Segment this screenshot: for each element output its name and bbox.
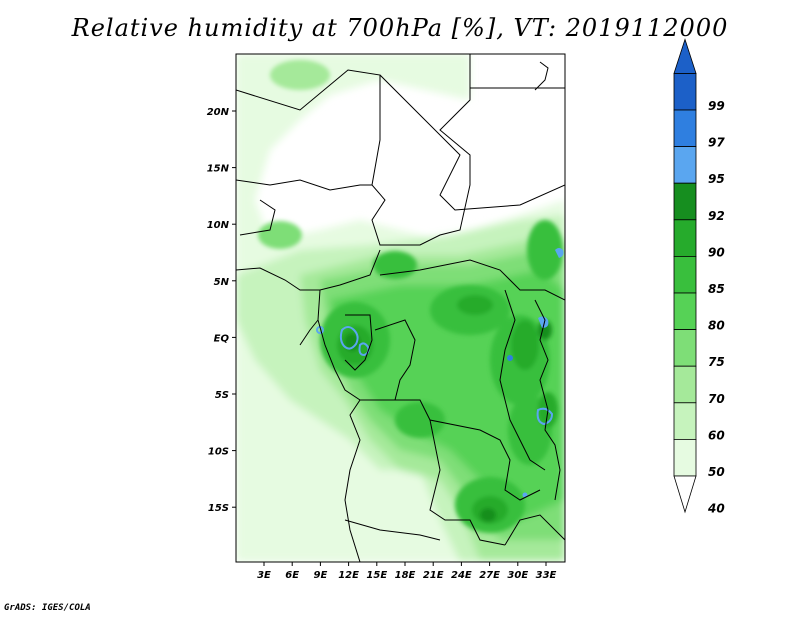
colorbar-min-arrow xyxy=(673,475,697,514)
colorbar-swatch xyxy=(673,365,697,404)
lon-label: 3E xyxy=(257,570,271,581)
lat-label: 10S xyxy=(208,447,229,458)
colorbar-label: 92 xyxy=(708,209,725,223)
lon-label: 6E xyxy=(285,570,299,581)
colorbar-label: 70 xyxy=(708,392,725,406)
colorbar-swatch xyxy=(673,438,697,477)
colorbar-swatch xyxy=(673,219,697,257)
colorbar-label: 75 xyxy=(708,355,725,369)
colorbar-swatch xyxy=(673,255,697,294)
lat-label: EQ xyxy=(214,333,230,344)
lat-label: 20N xyxy=(207,107,230,118)
high-humidity-patches xyxy=(316,248,564,498)
lon-label: 21E xyxy=(423,570,444,581)
lon-label: 12E xyxy=(338,570,359,581)
map-frame xyxy=(235,53,566,563)
colorbar-label: 97 xyxy=(708,136,725,150)
colorbar-swatch xyxy=(673,329,697,367)
colorbar: 99 97 95 92 90 85 80 75 70 60 50 40 xyxy=(673,38,725,516)
lon-label: 30E xyxy=(507,570,528,581)
colorbar-swatch xyxy=(673,109,697,147)
lat-label: 15S xyxy=(208,503,229,514)
lat-label: 5S xyxy=(215,390,229,401)
lat-label: 5N xyxy=(214,277,230,288)
lon-label: 9E xyxy=(314,570,328,581)
colorbar-label: 60 xyxy=(708,428,725,442)
colorbar-label: 99 xyxy=(708,99,725,113)
lon-label: 18E xyxy=(395,570,416,581)
colorbar-label: 95 xyxy=(708,172,725,186)
colorbar-label: 80 xyxy=(708,319,725,333)
latitude-axis: 20N 15N 10N 5N EQ 5S 10S 15S xyxy=(207,107,236,514)
colorbar-swatch xyxy=(673,146,697,184)
colorbar-label: 40 xyxy=(707,502,725,516)
colorbar-swatch xyxy=(673,292,697,330)
longitude-axis: 3E 6E 9E 12E 15E 18E 21E 24E 27E 30E 33E xyxy=(257,562,557,581)
colorbar-swatch xyxy=(673,402,697,440)
lon-label: 24E xyxy=(451,570,472,581)
colorbar-swatch xyxy=(673,73,697,111)
lon-label: 27E xyxy=(479,570,500,581)
colorbar-label: 50 xyxy=(708,465,725,479)
grads-credit: GrADS: IGES/COLA xyxy=(4,603,91,613)
humidity-field xyxy=(236,54,565,562)
lat-label: 15N xyxy=(207,164,230,175)
chart-title: Relative humidity at 700hPa [%], VT: 201… xyxy=(71,14,729,42)
lon-label: 33E xyxy=(536,570,557,581)
lon-label: 15E xyxy=(366,570,387,581)
lat-label: 10N xyxy=(207,220,230,231)
colorbar-label: 90 xyxy=(708,245,725,259)
country-boundaries xyxy=(236,54,565,562)
colorbar-label: 85 xyxy=(708,282,725,296)
colorbar-max-arrow xyxy=(673,38,697,74)
colorbar-swatch xyxy=(673,182,697,221)
